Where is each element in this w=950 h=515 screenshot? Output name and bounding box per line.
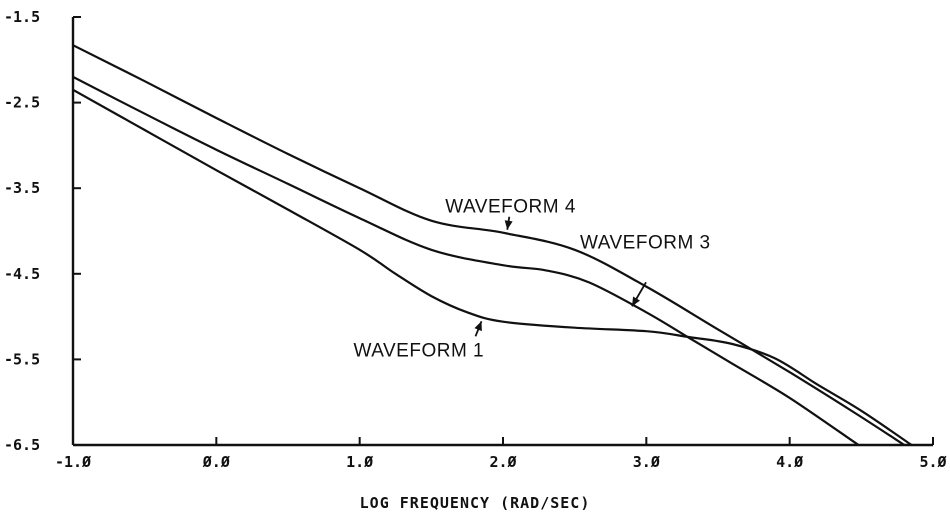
- y-tick-label: -4.5: [4, 265, 40, 283]
- ticks: -1.Ø Ø.Ø 1.Ø 2.Ø 3.Ø 4.Ø 5.Ø -1.5 -2.5 -3.5 -4.5 -5…: [4, 8, 947, 471]
- series-line-waveform-4: [72, 44, 905, 446]
- x-tick-label: -1.Ø: [55, 453, 91, 471]
- annotation-label-waveform-3: WAVEFORM 3: [580, 232, 711, 253]
- x-tick-label: Ø.Ø: [202, 453, 230, 471]
- series-line-waveform-1: [72, 88, 913, 446]
- y-tick-label: -3.5: [4, 179, 40, 197]
- x-tick-label: 3.Ø: [633, 453, 660, 471]
- y-tick-label: -6.5: [4, 436, 40, 454]
- annotation-arrowhead-waveform-3: [632, 296, 640, 307]
- x-axis-title: LOG FREQUENCY (RAD/SEC): [360, 494, 591, 512]
- x-tick-label: 5.Ø: [919, 453, 946, 471]
- annotation-arrowhead-waveform-1: [474, 321, 482, 332]
- plot-lines: [72, 44, 913, 446]
- y-tick-label: -5.5: [4, 350, 40, 368]
- y-tick-label: -2.5: [4, 94, 40, 112]
- series-line-waveform-3: [72, 75, 860, 446]
- x-tick-label: 1.Ø: [346, 453, 373, 471]
- annotation-label-waveform-4: WAVEFORM 4: [445, 197, 576, 218]
- x-tick-label: 4.Ø: [776, 453, 803, 471]
- annotation-label-waveform-1: WAVEFORM 1: [354, 340, 485, 361]
- x-tick-label: 2.Ø: [489, 453, 516, 471]
- y-tick-label: -1.5: [4, 8, 40, 26]
- annotation-arrowhead-waveform-4: [504, 220, 513, 230]
